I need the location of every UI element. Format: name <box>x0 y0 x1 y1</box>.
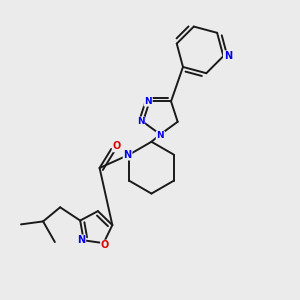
Text: N: N <box>77 235 86 245</box>
Text: N: N <box>137 117 144 126</box>
Text: O: O <box>101 241 109 250</box>
Text: N: N <box>144 97 152 106</box>
Text: N: N <box>224 51 232 61</box>
Text: O: O <box>112 142 121 152</box>
Text: N: N <box>124 150 132 160</box>
Text: N: N <box>157 131 164 140</box>
